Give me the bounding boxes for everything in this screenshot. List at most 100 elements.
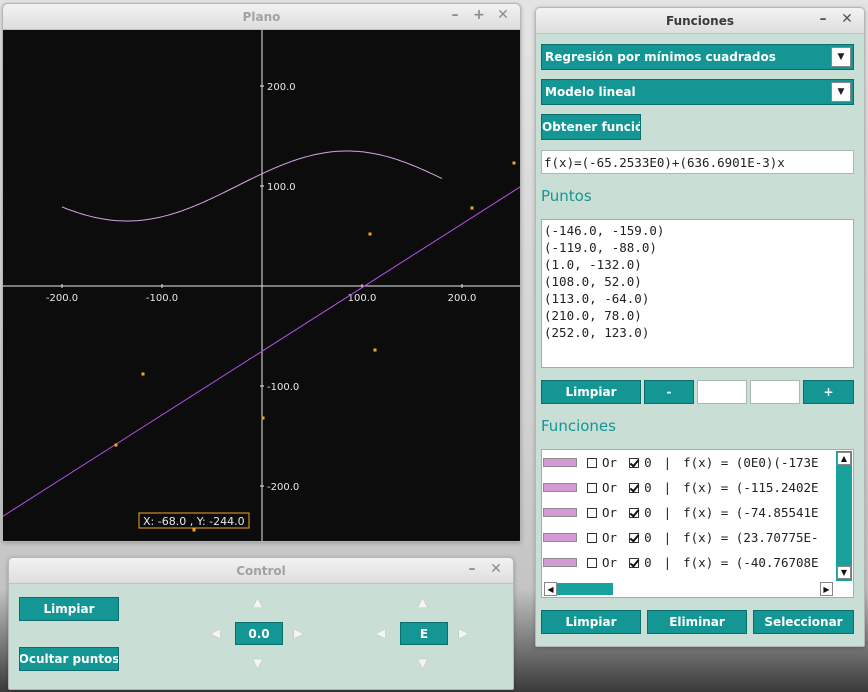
functions-clear-button[interactable]: Limpiar <box>541 610 641 634</box>
or-checkbox[interactable] <box>587 508 597 518</box>
x-tick-label: -200.0 <box>46 293 78 304</box>
points-list[interactable]: (-146.0, -159.0) (-119.0, -88.0) (1.0, -13… <box>541 219 854 368</box>
method-select[interactable]: Regresión por mínimos cuadrados ▼ <box>541 44 854 70</box>
add-point-button[interactable]: + <box>803 380 854 404</box>
point-list-item[interactable]: (252.0, 123.0) <box>544 324 851 341</box>
point-list-item[interactable]: (-146.0, -159.0) <box>544 222 851 239</box>
y-tick-label: -200.0 <box>267 482 299 493</box>
minimize-icon[interactable]: – <box>465 561 479 577</box>
unit-down-arrow-icon[interactable]: ▼ <box>418 656 427 670</box>
unit-right-arrow-icon[interactable]: ▶ <box>459 626 468 640</box>
functions-heading: Funciones <box>541 417 616 435</box>
funciones-titlebar[interactable]: Funciones – ✕ <box>536 8 864 34</box>
point-list-item[interactable]: (1.0, -132.0) <box>544 256 851 273</box>
separator: | <box>664 555 672 570</box>
or-label: Or <box>602 555 617 570</box>
point-list-item[interactable]: (113.0, -64.0) <box>544 290 851 307</box>
color-swatch[interactable] <box>543 483 577 492</box>
x-tick-label: -100.0 <box>146 293 178 304</box>
functions-list[interactable]: Or 0 | f(x) = (0E0)(-173E Or 0 | f(x) = (-115.2… <box>541 449 854 598</box>
select-function-button[interactable]: Seleccionar <box>753 610 854 634</box>
zoom-left-arrow-icon[interactable]: ◀ <box>211 626 220 640</box>
zoom-right-arrow-icon[interactable]: ▶ <box>294 626 303 640</box>
function-row[interactable]: Or 0 | f(x) = (23.70775E- <box>542 525 819 550</box>
get-function-button[interactable]: Obtener función <box>541 114 641 140</box>
point-list-item[interactable]: (-119.0, -88.0) <box>544 239 851 256</box>
point-list-item[interactable]: (108.0, 52.0) <box>544 273 851 290</box>
color-swatch[interactable] <box>543 533 577 542</box>
order-label: 0 <box>644 480 652 495</box>
scroll-right-icon[interactable]: ▶ <box>820 582 833 596</box>
functions-vertical-scrollbar[interactable] <box>836 451 852 581</box>
or-checkbox[interactable] <box>587 558 597 568</box>
unit-left-arrow-icon[interactable]: ◀ <box>376 626 385 640</box>
model-select[interactable]: Modelo lineal ▼ <box>541 79 854 105</box>
data-point[interactable] <box>374 349 377 352</box>
point-y-input[interactable] <box>750 380 800 404</box>
data-point[interactable] <box>115 444 118 447</box>
funciones-window: Funciones – ✕ Regresión por mínimos cuad… <box>535 7 865 647</box>
zoom-value: 0.0 <box>235 622 283 645</box>
control-title: Control <box>9 564 513 578</box>
remove-point-button[interactable]: - <box>644 380 694 404</box>
function-output-field[interactable]: f(x)=(-65.2533E0)+(636.6901E-3)x <box>541 150 854 174</box>
x-tick-label: 200.0 <box>448 293 477 304</box>
separator: | <box>664 505 672 520</box>
close-icon[interactable]: ✕ <box>489 561 503 577</box>
method-select-value: Regresión por mínimos cuadrados <box>545 50 776 64</box>
or-checkbox[interactable] <box>587 483 597 493</box>
separator: | <box>664 480 672 495</box>
function-text: f(x) = (23.70775E- <box>683 530 818 545</box>
chevron-down-icon[interactable]: ▼ <box>831 82 851 102</box>
function-text: f(x) = (-40.76708E <box>683 555 818 570</box>
zoom-up-arrow-icon[interactable]: ▲ <box>253 595 262 609</box>
point-x-input[interactable] <box>697 380 747 404</box>
functions-horizontal-scroll-thumb[interactable] <box>557 583 613 595</box>
function-row[interactable]: Or 0 | f(x) = (0E0)(-173E <box>542 450 819 475</box>
maximize-icon[interactable]: + <box>472 7 486 23</box>
data-point[interactable] <box>513 162 516 165</box>
function-row[interactable]: Or 0 | f(x) = (-74.85541E <box>542 500 819 525</box>
data-point[interactable] <box>262 417 265 420</box>
color-swatch[interactable] <box>543 558 577 567</box>
visible-checkbox[interactable] <box>629 483 639 493</box>
or-checkbox[interactable] <box>587 458 597 468</box>
zoom-down-arrow-icon[interactable]: ▼ <box>253 656 262 670</box>
plano-window: Plano – + ✕ -200.0 -100.0 100.0 200.0 200.0 1… <box>2 3 521 542</box>
control-window: Control – ✕ Limpiar Ocultar puntos ▲ ◀ 0… <box>8 557 514 690</box>
function-row[interactable]: Or 0 | f(x) = (-40.76708E <box>542 550 819 575</box>
color-swatch[interactable] <box>543 458 577 467</box>
visible-checkbox[interactable] <box>629 458 639 468</box>
data-point[interactable] <box>142 373 145 376</box>
visible-checkbox[interactable] <box>629 508 639 518</box>
data-point[interactable] <box>193 529 196 532</box>
cursor-readout: X: -68.0 , Y: -244.0 <box>139 513 249 528</box>
function-curve <box>62 151 442 221</box>
color-swatch[interactable] <box>543 508 577 517</box>
plot-canvas[interactable]: -200.0 -100.0 100.0 200.0 200.0 100.0 -100.0 -2… <box>3 30 520 542</box>
scroll-up-icon[interactable]: ▲ <box>837 452 851 465</box>
point-list-item[interactable]: (210.0, 78.0) <box>544 307 851 324</box>
chevron-down-icon[interactable]: ▼ <box>831 47 851 67</box>
visible-checkbox[interactable] <box>629 558 639 568</box>
scroll-left-icon[interactable]: ◀ <box>544 582 557 596</box>
hide-points-button[interactable]: Ocultar puntos <box>19 647 119 671</box>
close-icon[interactable]: ✕ <box>496 7 510 23</box>
control-clear-button[interactable]: Limpiar <box>19 597 119 621</box>
data-point[interactable] <box>369 233 372 236</box>
delete-function-button[interactable]: Eliminar <box>647 610 747 634</box>
unit-up-arrow-icon[interactable]: ▲ <box>418 595 427 609</box>
minimize-icon[interactable]: – <box>816 11 830 27</box>
plano-titlebar[interactable]: Plano – + ✕ <box>3 4 520 30</box>
or-checkbox[interactable] <box>587 533 597 543</box>
close-icon[interactable]: ✕ <box>840 11 854 27</box>
control-titlebar[interactable]: Control – ✕ <box>9 558 513 584</box>
model-select-value: Modelo lineal <box>545 85 636 99</box>
scroll-down-icon[interactable]: ▼ <box>837 566 851 579</box>
function-row[interactable]: Or 0 | f(x) = (-115.2402E <box>542 475 819 500</box>
data-point[interactable] <box>471 207 474 210</box>
visible-checkbox[interactable] <box>629 533 639 543</box>
order-label: 0 <box>644 555 652 570</box>
points-clear-button[interactable]: Limpiar <box>541 380 641 404</box>
minimize-icon[interactable]: – <box>448 7 462 23</box>
